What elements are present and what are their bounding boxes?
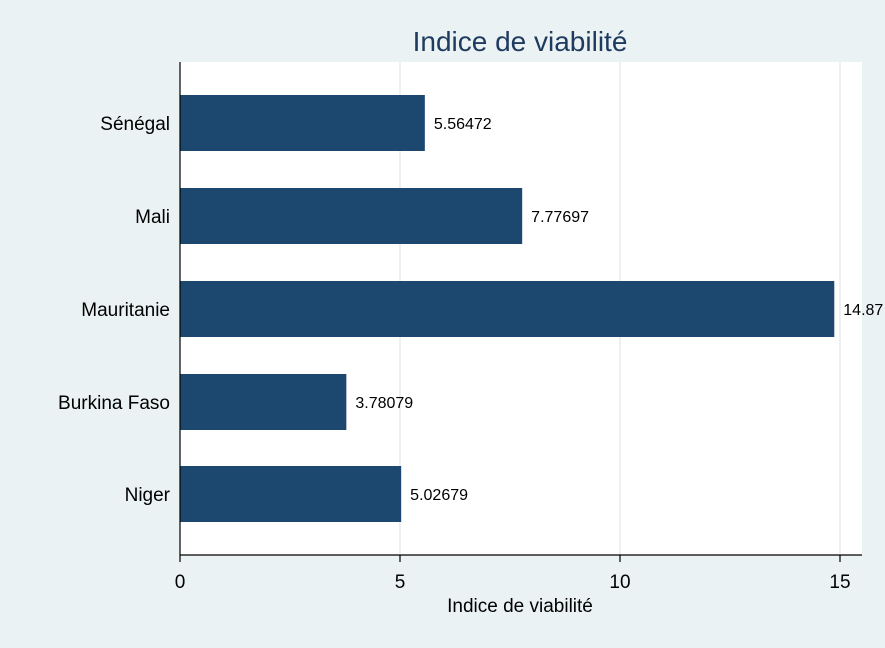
category-label: Mauritanie [81, 300, 170, 321]
x-tick-label: 0 [175, 572, 186, 593]
category-label: Burkina Faso [58, 393, 170, 414]
data-label: 5.02679 [410, 487, 468, 504]
axes: 0 5 10 15 [175, 62, 862, 593]
data-labels: 5.56472 7.77697 14.87 3.78079 5.02679 [355, 116, 883, 504]
x-tick-label: 10 [609, 572, 630, 593]
category-label: Niger [125, 485, 171, 506]
bars [180, 95, 835, 522]
data-label: 14.87 [843, 302, 883, 319]
category-label: Sénégal [100, 114, 170, 135]
category-label: Mali [135, 207, 170, 228]
x-axis-title: Indice de viabilité [447, 596, 593, 617]
category-labels: Sénégal Mali Mauritanie Burkina Faso Niger [58, 114, 171, 506]
bar-niger [180, 466, 402, 522]
bar-mali [180, 188, 523, 244]
x-tick-label: 5 [395, 572, 406, 593]
chart-title: Indice de viabilité [413, 26, 628, 57]
bar-sénégal [180, 95, 425, 151]
x-tick-label: 15 [829, 572, 850, 593]
bar-burkina-faso [180, 374, 347, 430]
data-label: 3.78079 [355, 395, 413, 412]
data-label: 5.56472 [434, 116, 492, 133]
bar-mauritanie [180, 281, 835, 337]
data-label: 7.77697 [531, 209, 589, 226]
